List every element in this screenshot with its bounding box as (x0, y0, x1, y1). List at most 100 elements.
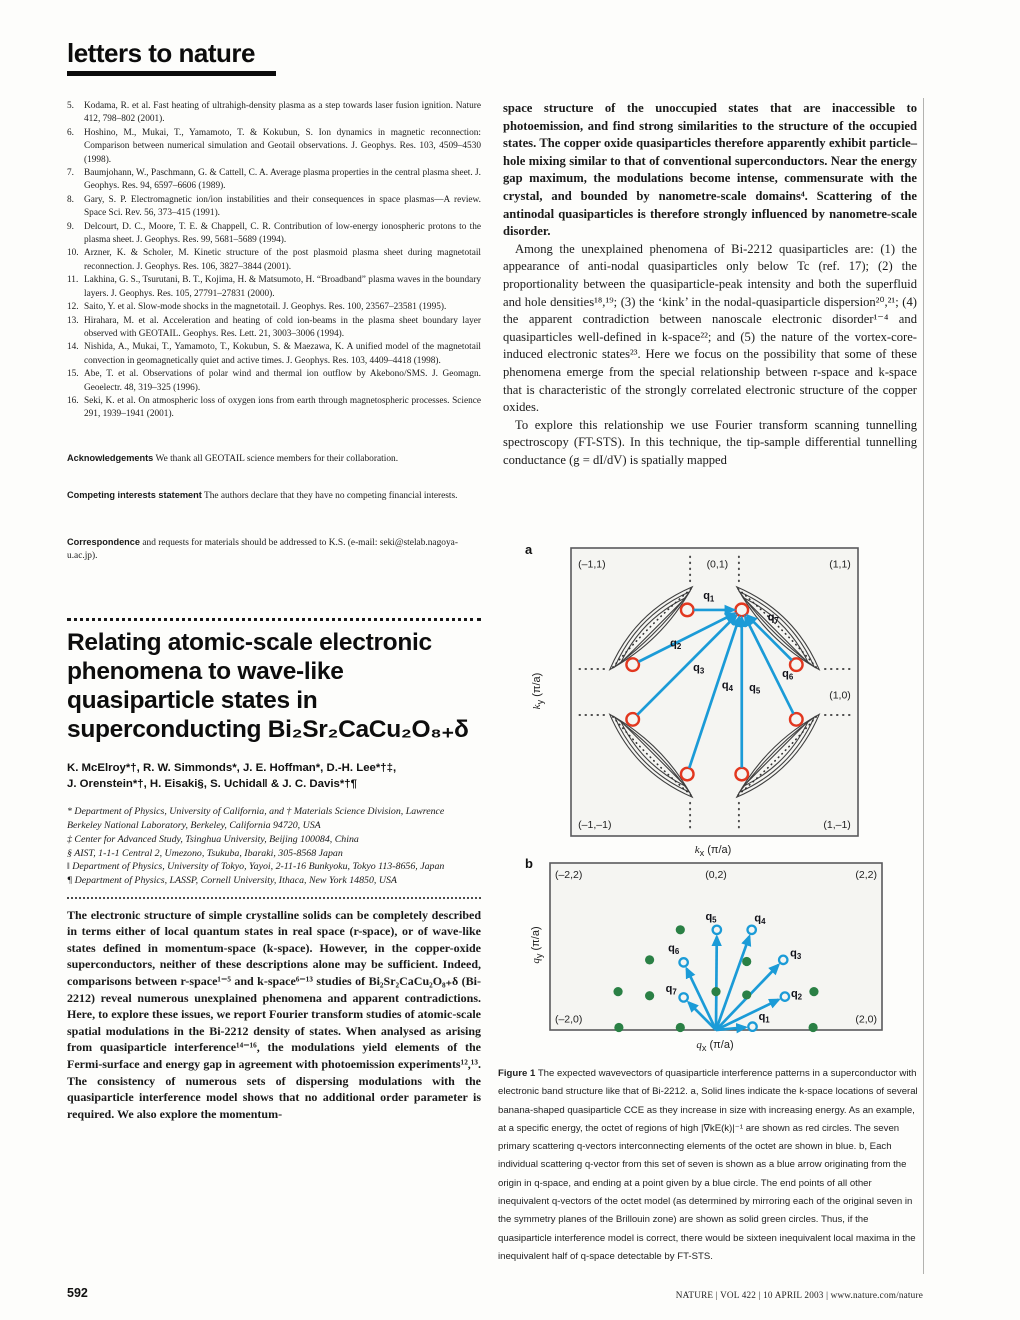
q6-arrow (685, 966, 718, 1031)
q7-arrow (686, 1000, 717, 1031)
panel-b-letter: b (525, 856, 533, 871)
q6-label: q6 (782, 668, 794, 682)
mirrored-q-dot (675, 925, 685, 935)
author-line: J. Orenstein*†, H. Eisaki§, S. Uchida‖ &… (67, 778, 357, 791)
reference-number: 6. (67, 127, 74, 138)
journal-footer: NATURE | VOL 422 | 10 APRIL 2003 | www.n… (675, 1290, 923, 1300)
q7-endpoint-circle (678, 992, 689, 1003)
cce-banana-contour (608, 585, 694, 671)
reference-item: 12. Saito, Y. et al. Slow-mode shocks in … (67, 301, 481, 314)
zone-corner-label: (1,–1) (823, 819, 850, 831)
q-zone-corner-label: (2,0) (855, 1014, 877, 1026)
reference-number: 13. (67, 315, 79, 326)
mirrored-q-dot (613, 986, 623, 997)
reference-item: 13. Hirahara, M. et al. Acceleration and … (67, 315, 481, 342)
left-column: 5. Kodama, R. et al. Fast heating of ultr… (67, 100, 481, 422)
reference-item: 7. Baumjohann, W., Paschmann, G. & Cattel… (67, 167, 481, 194)
octet-point-circle (679, 602, 695, 618)
cce-banana-contour (608, 713, 694, 799)
cce-banana-contour (613, 715, 692, 794)
reference-text: Nishida, A., Mukai, T., Yamamoto, T., Ko… (84, 342, 481, 366)
q4-endpoint-circle (746, 924, 758, 936)
q4-arrow (687, 615, 742, 769)
article-divider-top (67, 618, 481, 621)
correspondence-label: Correspondence (67, 537, 141, 547)
article-title: Relating atomic-scale electronic phenome… (67, 628, 481, 744)
cce-banana-contour (620, 720, 687, 787)
octet-point-circle (625, 657, 641, 673)
octet-point-circle (788, 657, 804, 673)
mirrored-q-dot (808, 1022, 818, 1033)
affiliations: * Department of Physics, University of C… (67, 805, 481, 887)
q7-label: q7 (768, 612, 780, 626)
q2-label: q2 (670, 638, 682, 652)
reference-number: 8. (67, 194, 74, 205)
reference-text: Baumjohann, W., Paschmann, G. & Cattell,… (84, 168, 481, 192)
reference-item: 6. Hoshino, M., Mukai, T., Yamamoto, T. &… (67, 127, 481, 167)
q-zone-corner-label: (–2,2) (555, 869, 582, 881)
reference-number: 9. (67, 221, 74, 232)
q1-endpoint-circle (747, 1021, 758, 1033)
affiliation-line: * Department of Physics, University of C… (67, 806, 445, 832)
reference-item: 11. Lakhina, G. S., Tsurutani, B. T., Koj… (67, 274, 481, 301)
mirrored-q-dot (645, 955, 655, 965)
body-paragraph-3: To explore this relationship we use Four… (503, 417, 917, 467)
reference-number: 5. (67, 101, 74, 111)
article-title-line: superconducting Bi₂Sr₂CaCu₂O₈₊δ (67, 716, 469, 743)
cce-banana-contour (613, 590, 692, 669)
author-list: K. McElroy*†, R. W. Simmonds*, J. E. Hof… (67, 760, 481, 792)
cce-banana-contour (742, 720, 809, 787)
cce-banana-contour (620, 597, 687, 664)
cce-banana-contour (737, 715, 816, 794)
reference-text: Hirahara, M. et al. Acceleration and hea… (84, 315, 481, 339)
article-head: Relating atomic-scale electronic phenome… (67, 618, 481, 1134)
q5-endpoint-circle (711, 924, 723, 936)
q2-arrow (715, 998, 781, 1032)
zone-corner-label: (0,1) (707, 558, 729, 570)
right-column: space structure of the unoccupied states… (503, 100, 917, 469)
q3-arrow (636, 613, 738, 716)
octet-point-circle (625, 711, 641, 727)
panel-b-plot: q1 q2 q3 q4 q5 q6 q7 (–2,2) (0,2) (2,2) (–2,0) (2,0… (549, 862, 883, 1034)
q5-label: q5 (749, 682, 761, 696)
reference-number: 14. (67, 342, 79, 353)
cce-banana-contour (742, 597, 809, 664)
octet-point-circle (734, 766, 750, 782)
q2-endpoint-circle (779, 991, 791, 1002)
header-rule (67, 71, 276, 76)
reference-item: 14. Nishida, A., Mukai, T., Yamamoto, T.,… (67, 341, 481, 368)
banana-centerline-dots (611, 714, 692, 796)
zone-corner-label: (–1,1) (578, 558, 605, 570)
reference-text: Saito, Y. et al. Slow-mode shocks in the… (84, 302, 447, 313)
reference-text: Kodama, R. et al. Fast heating of ultrah… (84, 101, 481, 125)
body-paragraph-1: space structure of the unoccupied states… (503, 101, 917, 239)
affiliation-line: ‖ Department of Physics, University of T… (67, 861, 445, 873)
q4-arrow (714, 934, 752, 1031)
reference-text: Hoshino, M., Mukai, T., Yamamoto, T. & K… (84, 127, 481, 165)
mirrored-q-dot (711, 986, 721, 997)
q1-label: q1 (703, 590, 715, 604)
reference-item: 15. Abe, T. et al. Observations of polar … (67, 368, 481, 395)
banana-centerline-dots (737, 714, 818, 796)
q2-label: q2 (791, 988, 803, 1002)
cce-banana-contour (737, 590, 816, 669)
q4-label: q4 (722, 679, 734, 693)
q7-arrow (745, 613, 793, 662)
panel-a-svg: q1 q2 q3 q4 q5 q6 q7 (–1,1) (0,1) (1,1) (1,0) (–1,–… (570, 547, 859, 837)
section-header: letters to nature (67, 38, 276, 76)
reference-list: 5. Kodama, R. et al. Fast heating of ultr… (67, 100, 481, 422)
mirrored-q-dot (675, 1022, 685, 1033)
affiliation-line: § AIST, 1-1-1 Central 2, Umezono, Tsukub… (67, 847, 343, 859)
banana-centerline-dots (611, 588, 692, 670)
banana-centerline-dots (737, 588, 818, 670)
reference-text: Lakhina, G. S., Tsurutani, B. T., Kojima… (84, 275, 481, 299)
reference-number: 10. (67, 248, 79, 259)
article-abstract: The electronic structure of simple cryst… (67, 907, 481, 1121)
reference-number: 11. (67, 275, 79, 286)
figure-1: a ky (π/a) q1 q2 q3 q4 q5 q6 q7 (–1,1) (0,1) (1,1… (498, 540, 943, 1280)
section-title: letters to nature (67, 38, 256, 68)
reference-number: 16. (67, 395, 79, 406)
reference-item: 16. Seki, K. et al. On atmospheric loss o… (67, 395, 481, 422)
mirrored-q-dot (809, 986, 819, 997)
